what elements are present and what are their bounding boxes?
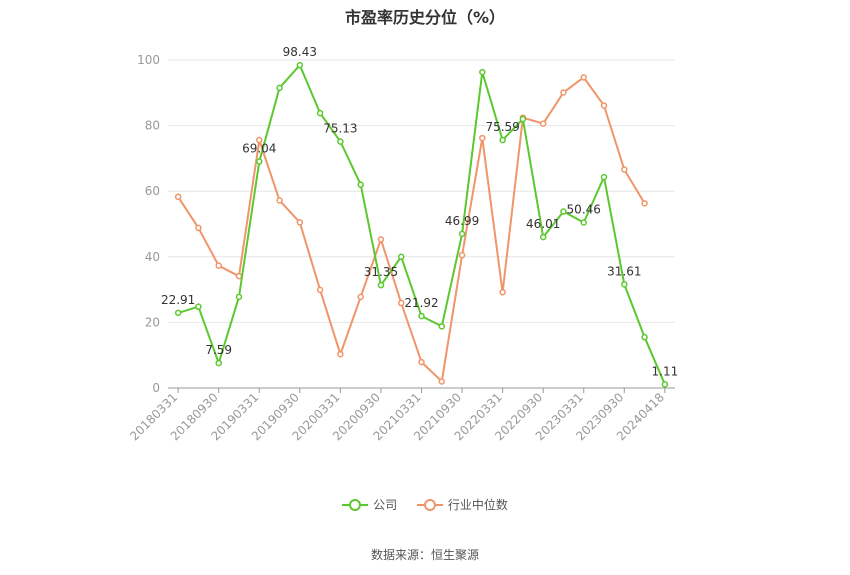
data-point — [519, 115, 527, 123]
data-point — [235, 272, 243, 280]
data-point — [438, 378, 446, 385]
data-point — [499, 288, 506, 296]
series-lines — [174, 61, 669, 388]
data-label: 7.59 — [205, 343, 232, 357]
data-point — [499, 136, 506, 144]
data-point — [458, 251, 466, 259]
data-point — [418, 312, 425, 320]
data-point — [560, 89, 567, 96]
data-point — [621, 166, 628, 173]
data-point — [479, 68, 486, 76]
data-point — [621, 281, 628, 288]
series-line — [177, 75, 646, 384]
data-label: 75.13 — [323, 122, 357, 136]
data-point — [377, 281, 385, 289]
data-label: 21.92 — [404, 296, 438, 310]
data-point — [479, 134, 486, 142]
data-point — [661, 381, 669, 388]
data-point — [600, 173, 608, 181]
data-point — [418, 358, 425, 366]
data-point — [215, 359, 222, 367]
y-tick-label: 40 — [145, 250, 160, 264]
data-label: 46.01 — [526, 217, 560, 231]
legend: 公司 行业中位数 — [0, 496, 850, 514]
data-point — [316, 286, 324, 294]
data-label: 46.99 — [445, 214, 479, 228]
data-point — [600, 102, 608, 109]
data-point — [215, 262, 222, 269]
data-point — [438, 323, 446, 330]
data-point — [458, 230, 466, 238]
data-point — [397, 253, 405, 261]
data-point — [235, 293, 243, 301]
y-tick-label: 0 — [152, 381, 160, 395]
legend-item-industry-median[interactable]: 行业中位数 — [416, 496, 508, 513]
data-point — [256, 136, 263, 144]
y-tick-label: 60 — [145, 184, 160, 198]
data-point — [296, 61, 304, 69]
legend-item-company[interactable]: 公司 — [342, 496, 397, 513]
data-labels: 22.91 7.59 69.04 98.43 75.13 31.35 21.92 46.99 7… — [161, 45, 678, 378]
legend-industry-marker-icon — [416, 498, 443, 511]
legend-company-marker-icon — [342, 498, 369, 511]
data-point — [174, 309, 182, 317]
data-point — [316, 109, 324, 117]
series-industry-median — [174, 74, 648, 385]
data-point — [377, 236, 385, 243]
data-point — [256, 158, 263, 165]
data-point — [580, 74, 587, 81]
series-line — [177, 63, 666, 385]
data-point — [357, 293, 364, 301]
data-label: 1.11 — [652, 364, 679, 378]
data-point — [357, 181, 364, 188]
data-label: 22.91 — [161, 293, 195, 307]
grid-lines — [168, 59, 675, 323]
data-point — [195, 303, 202, 310]
data-point — [276, 84, 283, 92]
data-point — [276, 197, 283, 204]
data-point — [174, 193, 182, 201]
y-tick-label: 100 — [137, 53, 160, 67]
data-point — [397, 299, 405, 307]
legend-company-label: 公司 — [373, 498, 398, 512]
data-point — [337, 138, 344, 145]
series-company — [174, 61, 669, 388]
data-point — [195, 224, 202, 232]
data-point — [560, 208, 567, 215]
data-point — [580, 219, 587, 226]
data-point — [539, 233, 547, 241]
data-label: 98.43 — [283, 45, 317, 59]
data-label: 75.59 — [485, 120, 519, 134]
legend-industry-median-label: 行业中位数 — [447, 498, 508, 512]
data-point — [641, 200, 648, 207]
data-label: 31.35 — [364, 265, 398, 279]
data-point — [539, 120, 547, 127]
data-point — [337, 350, 344, 358]
y-tick-label: 80 — [145, 119, 160, 133]
data-label: 31.61 — [607, 264, 641, 278]
data-point — [641, 333, 648, 341]
y-tick-label: 20 — [145, 315, 160, 329]
data-label: 50.46 — [567, 202, 601, 216]
chart-title: 市盈率历史分位（%） — [344, 8, 506, 27]
data-source-note: 数据来源：恒生聚源 — [370, 548, 479, 562]
data-point — [296, 219, 304, 226]
data-label: 69.04 — [242, 142, 276, 156]
